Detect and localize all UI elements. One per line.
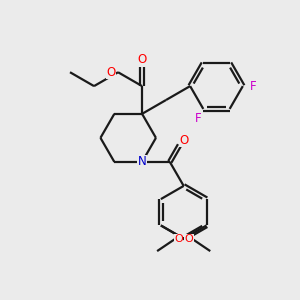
Text: O: O xyxy=(180,134,189,147)
Text: N: N xyxy=(138,155,146,168)
Text: O: O xyxy=(184,234,193,244)
Text: F: F xyxy=(195,112,202,125)
Text: O: O xyxy=(106,66,116,79)
Text: O: O xyxy=(137,53,147,66)
Text: O: O xyxy=(174,234,183,244)
Text: F: F xyxy=(249,80,256,93)
